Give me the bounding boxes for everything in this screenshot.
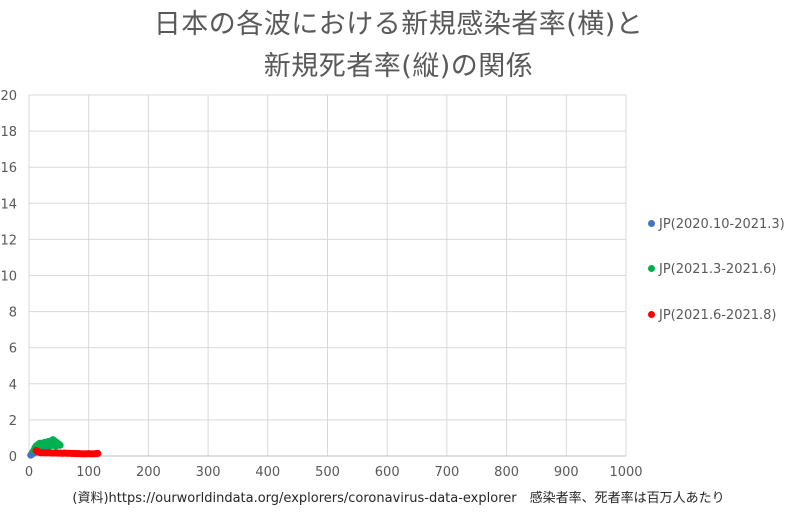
y-tick-label: 6 (9, 342, 17, 357)
x-tick-label: 400 (255, 465, 280, 480)
x-tick-label: 200 (136, 465, 161, 480)
y-tick-label: 20 (0, 89, 17, 104)
x-tick-label: 300 (196, 465, 221, 480)
y-tick-label: 10 (0, 270, 17, 285)
x-tick-label: 100 (76, 465, 101, 480)
source-note: (資料)https://ourworldindata.org/explorers… (72, 491, 725, 506)
legend-marker-icon (648, 311, 655, 318)
data-point-series-3 (94, 449, 102, 458)
y-tick-label: 4 (9, 378, 17, 393)
legend-marker-icon (648, 265, 655, 272)
y-tick-label: 16 (0, 161, 17, 176)
data-points (27, 436, 102, 459)
x-tick-label: 0 (25, 465, 33, 480)
y-tick-label: 0 (9, 450, 17, 465)
plot-grid (28, 94, 627, 457)
legend-item-series-3: JP(2021.6-2021.8) (648, 308, 797, 323)
y-tick-label: 18 (0, 125, 17, 140)
legend-item-series-2: JP(2021.3-2021.6) (648, 262, 797, 277)
x-tick-label: 900 (554, 465, 579, 480)
y-axis-ticks: 0 2 4 6 8 10 12 14 16 18 20 (0, 89, 17, 465)
legend-item-series-1: JP(2020.10-2021.3) (648, 217, 797, 232)
y-tick-label: 8 (9, 306, 17, 321)
y-tick-label: 2 (9, 414, 17, 429)
legend-label: JP(2021.3-2021.6) (659, 262, 777, 277)
x-tick-label: 800 (494, 465, 519, 480)
y-tick-label: 14 (0, 197, 17, 212)
y-tick-label: 12 (0, 233, 17, 248)
chart-title-line-1: 日本の各波における新規感染者率(横)と (153, 9, 644, 40)
x-tick-label: 1000 (609, 465, 642, 480)
chart-title-line-2: 新規死者率(縦)の関係 (263, 51, 534, 82)
legend-marker-icon (648, 220, 655, 227)
x-axis-ticks: 0 100 200 300 400 500 600 700 800 900 1000 (25, 465, 643, 480)
x-tick-label: 700 (434, 465, 459, 480)
x-tick-label: 500 (315, 465, 340, 480)
x-tick-label: 600 (375, 465, 400, 480)
legend-label: JP(2020.10-2021.3) (659, 217, 785, 232)
legend-label: JP(2021.6-2021.8) (659, 308, 777, 323)
